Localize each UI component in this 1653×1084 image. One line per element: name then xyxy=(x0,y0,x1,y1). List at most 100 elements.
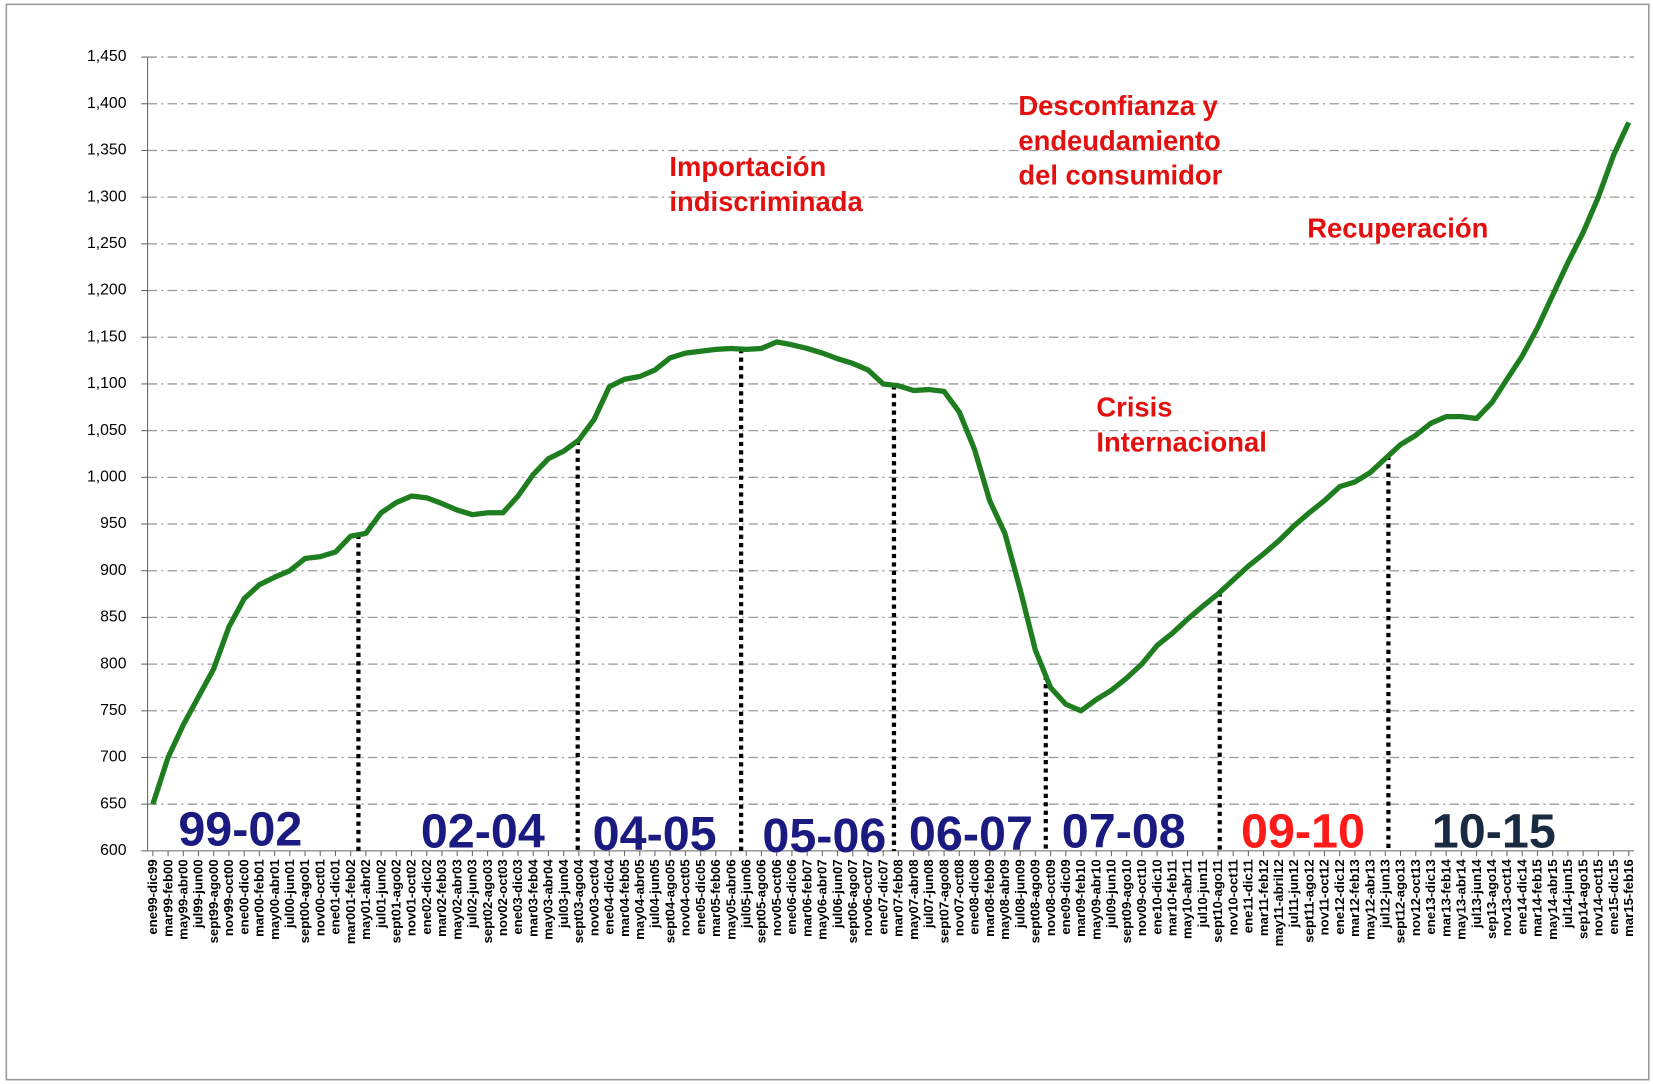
x-tick-label: sept99-ago00 xyxy=(206,859,221,943)
x-tick-label: may04-abr05 xyxy=(632,859,647,939)
x-tick-label: mar00-feb01 xyxy=(252,859,267,937)
y-tick-label: 1,200 xyxy=(87,282,127,299)
x-tick-label: mar15-feb16 xyxy=(1621,859,1636,937)
x-tick-label: mar11-feb12 xyxy=(1256,859,1271,936)
y-tick-label: 650 xyxy=(100,795,127,812)
y-tick-label: 750 xyxy=(100,702,127,719)
period-label: 05-06 xyxy=(762,809,886,863)
x-tick-label: jul14-jun15 xyxy=(1560,859,1575,929)
x-tick-label: nov05-oct06 xyxy=(769,859,784,936)
x-tick-label: ene15-dic15 xyxy=(1606,859,1621,934)
x-tick-label: sept09-ago10 xyxy=(1119,859,1134,943)
x-tick-label: sept06-ago07 xyxy=(845,859,860,943)
x-tick-label: nov14-oct15 xyxy=(1591,859,1606,936)
x-tick-label: nov11-oct12 xyxy=(1317,859,1332,935)
x-tick-label: ene99-dic99 xyxy=(145,859,160,934)
x-tick-label: ene10-dic10 xyxy=(1149,859,1164,934)
x-tick-label: sept04-ago05 xyxy=(662,859,677,943)
x-tick-label: nov03-oct04 xyxy=(586,859,601,936)
period-label: 07-08 xyxy=(1062,805,1186,859)
x-tick-label: may09-abr10 xyxy=(1088,859,1103,939)
y-tick-label: 950 xyxy=(100,515,127,532)
y-tick-label: 1,150 xyxy=(87,328,127,345)
y-tick-label: 800 xyxy=(100,655,127,672)
x-tick-label: sep13-ago14 xyxy=(1484,859,1499,939)
y-tick-label: 1,350 xyxy=(87,142,127,159)
y-tick-label: 1,250 xyxy=(87,235,127,252)
x-tick-label: nov12-oct13 xyxy=(1408,859,1423,936)
x-tick-label: jul11-jun12 xyxy=(1286,859,1301,928)
x-tick-label: may02-abr03 xyxy=(449,859,464,939)
x-tick-label: ene02-dic02 xyxy=(419,859,434,934)
y-tick-label: 1,400 xyxy=(87,95,127,112)
x-tick-label: ene03-dic03 xyxy=(510,859,525,934)
x-tick-label: mar99-feb00 xyxy=(160,859,175,937)
x-tick-label: may08-abr09 xyxy=(997,859,1012,939)
y-tick-label: 600 xyxy=(100,842,127,859)
y-tick-label: 1,450 xyxy=(87,48,127,65)
y-tick-label: 1,050 xyxy=(87,422,127,439)
x-tick-label: may00-abr01 xyxy=(267,859,282,939)
x-tick-label: may12-abr13 xyxy=(1362,859,1377,939)
annotation: Crisis xyxy=(1096,392,1172,423)
x-tick-label: jul07-jun08 xyxy=(921,859,936,929)
y-tick-label: 1,300 xyxy=(87,188,127,205)
x-tick-label: ene12-dic12 xyxy=(1332,859,1347,934)
x-tick-label: nov02-oct03 xyxy=(495,859,510,936)
data-line xyxy=(150,121,1632,805)
x-tick-label: nov01-oct02 xyxy=(404,859,419,936)
x-tick-label: jul02-jun03 xyxy=(465,859,480,929)
x-tick-label: nov06-oct07 xyxy=(860,859,875,936)
x-tick-label: nov09-oct10 xyxy=(1134,859,1149,936)
y-tick-label: 1,000 xyxy=(87,468,127,485)
period-label: 99-02 xyxy=(178,803,302,857)
x-tick-label: mar05-feb06 xyxy=(708,859,723,937)
x-tick-label: nov10-oct11 xyxy=(1225,859,1240,935)
x-tick-label: ene00-dic00 xyxy=(236,859,251,934)
annotation: del consumidor xyxy=(1018,160,1222,191)
x-tick-label: jul03-jun04 xyxy=(556,859,571,929)
x-tick-label: mar09-feb10 xyxy=(1073,859,1088,937)
x-tick-label: nov00-oct01 xyxy=(312,859,327,936)
x-tick-label: ene06-dic06 xyxy=(784,859,799,934)
x-tick-label: jul05-jun06 xyxy=(738,859,753,929)
x-tick-label: jul10-jun11 xyxy=(1195,859,1210,928)
x-tick-label: ene13-dic13 xyxy=(1423,859,1438,934)
x-tick-label: jul01-jun02 xyxy=(373,859,388,929)
x-tick-label: ene11-dic11 xyxy=(1241,859,1256,933)
period-label: 10-15 xyxy=(1432,805,1556,859)
annotation: indiscriminada xyxy=(669,186,863,217)
annotation: endeudamiento xyxy=(1018,125,1220,156)
x-tick-label: jul04-jun05 xyxy=(647,859,662,929)
x-tick-label: jul08-jun09 xyxy=(1012,859,1027,929)
annotation: Recuperación xyxy=(1307,212,1488,243)
x-tick-label: ene01-dic01 xyxy=(328,859,343,934)
x-tick-label: sept12-ago13 xyxy=(1393,859,1408,943)
x-tick-label: mar02-feb03 xyxy=(434,859,449,937)
x-tick-label: mar13-feb14 xyxy=(1438,859,1453,937)
annotation: Importación xyxy=(669,151,826,182)
y-tick-label: 850 xyxy=(100,609,127,626)
period-label: 02-04 xyxy=(421,805,545,859)
annotation: Desconfianza y xyxy=(1018,90,1218,121)
x-tick-label: sept08-ago09 xyxy=(1028,859,1043,943)
period-label: 04-05 xyxy=(593,807,717,861)
x-tick-label: mar06-feb07 xyxy=(799,859,814,937)
x-tick-label: may03-abr04 xyxy=(541,859,556,940)
x-tick-label: jul13-jun14 xyxy=(1469,859,1484,929)
x-tick-label: mar03-feb04 xyxy=(525,859,540,937)
x-tick-label: jul09-jun10 xyxy=(1104,859,1119,929)
x-tick-label: mar07-feb08 xyxy=(891,859,906,937)
x-tick-label: sept01-ago02 xyxy=(389,859,404,943)
x-tick-label: sept10-ago11 xyxy=(1210,859,1225,942)
x-tick-label: jul12-jun13 xyxy=(1378,859,1393,929)
x-tick-label: may06-abr07 xyxy=(815,859,830,939)
x-tick-label: nov04-oct05 xyxy=(678,859,693,936)
x-tick-label: nov07-oct08 xyxy=(951,859,966,936)
y-tick-label: 700 xyxy=(100,749,127,766)
x-tick-label: sept02-ago03 xyxy=(480,859,495,943)
chart-frame xyxy=(5,3,1650,1081)
x-tick-label: ene04-dic04 xyxy=(602,859,617,935)
x-tick-label: ene14-dic14 xyxy=(1514,859,1529,935)
period-label: 09-10 xyxy=(1241,805,1365,859)
